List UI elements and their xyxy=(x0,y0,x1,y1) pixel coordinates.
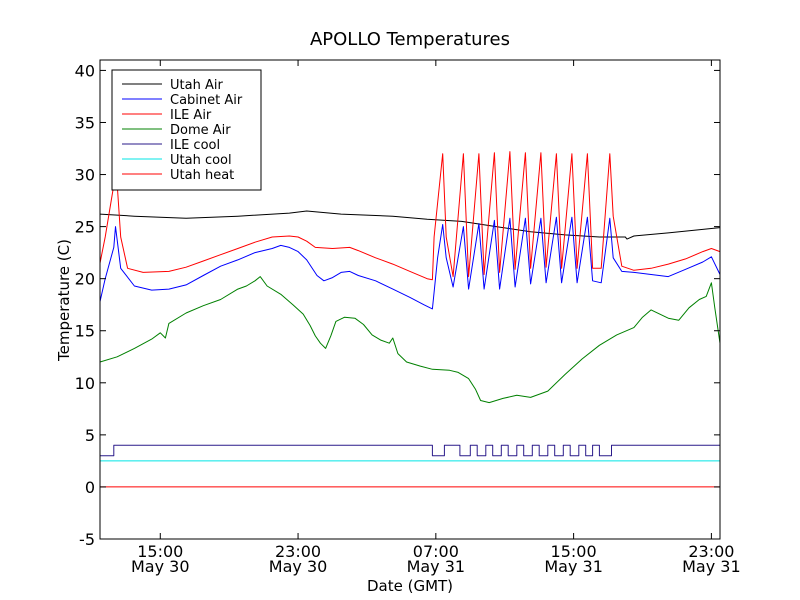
x-tick-date-label: May 30 xyxy=(269,557,328,576)
x-tick-time-label: 07:00 xyxy=(413,542,459,561)
legend-label-ile-air: ILE Air xyxy=(170,108,212,123)
x-axis-label: Date (GMT) xyxy=(367,577,453,595)
x-tick-time-label: 15:00 xyxy=(551,542,597,561)
plot-area-frame xyxy=(99,59,721,540)
legend-label-dome-air: Dome Air xyxy=(170,123,231,138)
legend-label-utah-cool: Utah cool xyxy=(170,153,232,168)
series-line-dome-air xyxy=(99,276,721,404)
y-tick-label: 15 xyxy=(75,322,95,341)
y-axis-label: Temperature (C) xyxy=(55,239,73,362)
x-tick-time-label: 23:00 xyxy=(275,542,321,561)
series-line-utah-air xyxy=(99,210,721,240)
x-tick-date-label: May 31 xyxy=(407,557,466,576)
y-tick-label: 5 xyxy=(85,426,95,445)
legend-label-utah-air: Utah Air xyxy=(170,78,223,93)
chart-title: APOLLO Temperatures xyxy=(310,29,510,50)
legend-label-cabinet-air: Cabinet Air xyxy=(170,93,243,108)
x-tick-date-label: May 30 xyxy=(131,557,190,576)
y-tick-label: -5 xyxy=(79,530,95,549)
y-tick-label: 40 xyxy=(75,61,95,80)
x-tick-date-label: May 31 xyxy=(544,557,603,576)
y-tick-label: 0 xyxy=(85,478,95,497)
series-line-cabinet-air xyxy=(99,216,721,310)
legend-label-ile-cool: ILE cool xyxy=(170,138,220,153)
y-tick-label: 35 xyxy=(75,113,95,132)
x-tick-time-label: 15:00 xyxy=(137,542,183,561)
y-axis-ticks: -5 0 5 10 15 20 25 30 35 40 xyxy=(75,61,720,549)
x-tick-time-label: 23:00 xyxy=(688,542,734,561)
series-line-ile-air xyxy=(99,151,721,281)
series-line-ile-cool xyxy=(99,444,720,468)
x-tick-date-label: May 31 xyxy=(682,557,741,576)
legend-box xyxy=(111,69,262,191)
legend-label-utah-heat: Utah heat xyxy=(170,168,234,183)
series-layer xyxy=(99,151,721,488)
y-tick-label: 30 xyxy=(75,166,95,185)
y-tick-label: 25 xyxy=(75,218,95,237)
y-tick-label: 10 xyxy=(75,374,95,393)
y-tick-label: 20 xyxy=(75,270,95,289)
